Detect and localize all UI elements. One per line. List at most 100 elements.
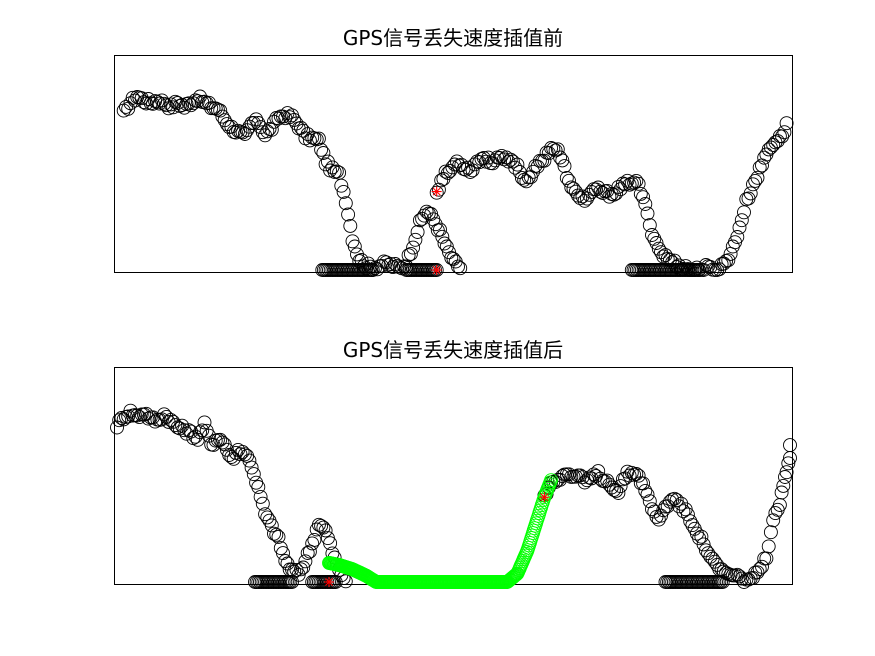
data-point [175,98,190,112]
data-point [341,207,356,222]
data-point [734,571,749,586]
red-star-marker [539,492,550,503]
data-point [235,444,250,459]
data-point [649,509,664,524]
data-point [638,483,653,498]
data-point [264,122,279,137]
data-point [323,536,338,551]
data-point [636,190,651,205]
data-point [392,260,407,275]
data-point [114,411,129,425]
data-point [674,496,689,511]
data-point [755,559,769,574]
data-point [627,175,642,190]
data-point [676,504,691,519]
data-point [316,146,331,160]
data-point [334,178,349,193]
data-point [440,166,455,180]
data-point [631,468,646,483]
data-point [294,562,308,577]
data-point [537,153,552,168]
data-point [734,213,749,228]
data-point [566,181,581,196]
data-point [629,173,644,188]
data-point [365,263,380,277]
data-point [244,460,259,475]
data-point [228,125,243,140]
data-point [775,129,790,144]
subplot-before: GPS信号丢失速度插值前 [114,26,794,277]
data-point [269,527,284,542]
data-point [609,186,624,201]
data-point [451,259,465,274]
data-point [763,525,778,540]
data-point [410,225,425,239]
data-point [591,180,606,195]
data-point [338,196,353,211]
data-point [433,222,447,237]
data-point [388,257,403,271]
data-point [683,514,698,529]
data-point [403,246,418,261]
data-point [519,174,534,189]
data-point [447,157,462,172]
data-point [242,453,257,468]
data-point [642,218,657,233]
data-point [649,236,664,250]
data-point [343,218,358,233]
data-point [600,473,615,488]
data-point [622,468,637,483]
data-point [438,164,453,179]
data-point [166,100,181,115]
data-point [593,184,608,199]
data-point [562,173,576,188]
data-point [748,173,763,188]
data-point [752,562,767,576]
data-point [300,546,315,560]
data-point [701,546,716,561]
data-point [408,232,423,247]
data-point [463,165,478,179]
data-point [766,513,781,528]
data-point [510,157,525,172]
data-point [134,91,149,106]
data-point [307,532,322,547]
data-point [298,554,313,569]
data-point [777,125,792,140]
data-point [168,418,183,433]
data-point [613,182,628,197]
data-point [721,253,736,268]
data-point [577,475,592,490]
data-point [406,240,421,255]
data-point [526,164,541,179]
red-star-marker [431,186,442,197]
data-point [669,493,684,508]
data-point [514,170,529,185]
data-point [783,438,797,453]
data-point [255,496,270,511]
data-point [640,206,655,221]
data-point [703,260,718,274]
data-point [730,230,745,244]
data-point [613,479,628,494]
data-point [694,529,709,544]
data-point [193,425,207,440]
data-point [246,467,261,482]
data-point [276,109,290,124]
data-point [188,93,203,108]
data-point [606,483,621,497]
data-point [163,97,178,112]
data-point [768,506,783,521]
data-point [237,127,252,141]
data-point [336,184,351,199]
data-point [251,116,266,130]
data-point [271,529,286,544]
data-point [249,112,264,127]
data-point [435,229,450,244]
data-point [253,489,268,504]
data-point [311,131,326,146]
data-point [757,150,772,165]
data-point [251,480,266,494]
data-point [385,260,400,275]
